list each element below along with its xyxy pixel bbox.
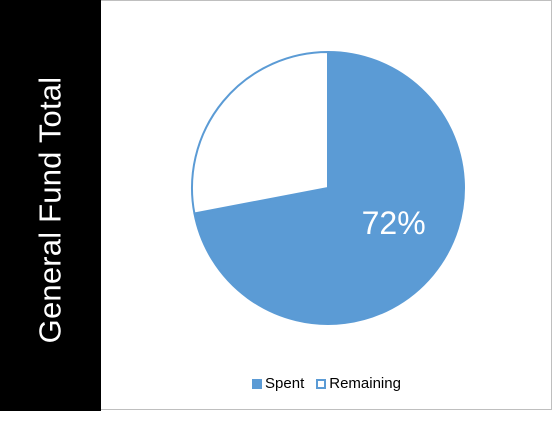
chart-area: 72% Spent Remaining bbox=[101, 0, 552, 410]
sidebar: General Fund Total bbox=[0, 0, 101, 411]
pie-slice-remaining bbox=[191, 51, 329, 215]
pie-chart: 72% bbox=[191, 51, 465, 325]
legend-label-remaining: Remaining bbox=[329, 375, 401, 392]
legend-label-spent: Spent bbox=[265, 375, 305, 392]
legend-swatch-remaining bbox=[316, 378, 327, 389]
legend-item-spent: Spent bbox=[252, 375, 304, 392]
data-label-spent: 72% bbox=[362, 205, 426, 241]
legend-item-remaining: Remaining bbox=[316, 375, 401, 392]
bottom-gap bbox=[0, 411, 553, 423]
legend: Spent Remaining bbox=[101, 375, 552, 392]
sidebar-title: General Fund Total bbox=[32, 76, 68, 344]
pie-slice-spent bbox=[193, 51, 465, 325]
legend-swatch-spent bbox=[252, 378, 263, 389]
